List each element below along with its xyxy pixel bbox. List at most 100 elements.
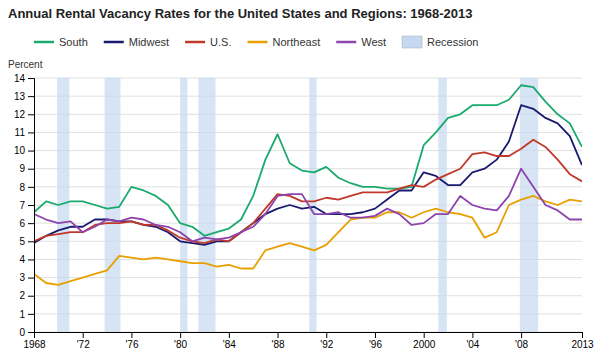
x-tick: 2000 [413,332,436,350]
y-tick: 1 [19,309,34,320]
plot: 1968'72'76'80'84'88'92'962000'04'0820130… [14,73,594,350]
x-tick-label: '92 [320,339,333,350]
y-tick: 5 [19,236,34,247]
y-tick: 10 [14,145,34,156]
legend-label: Northeast [273,36,321,48]
y-tick-mark [28,96,34,97]
legend-swatch [34,41,54,44]
y-tick-mark [28,151,34,152]
y-tick-mark [28,278,34,279]
x-tick-label: 2013 [571,339,594,350]
series-line [34,169,582,242]
y-axis: 01234567891011121314 [14,73,35,338]
y-tick-label: 10 [14,145,26,156]
y-tick-mark [28,332,34,333]
x-tick-label: '08 [515,339,528,350]
y-tick: 12 [14,109,34,120]
x-tick: '84 [223,332,236,350]
y-tick-mark [28,205,34,206]
y-tick-mark [28,169,34,170]
legend-swatch [248,41,268,44]
x-tick-label: '80 [174,339,187,350]
y-tick-mark [28,296,34,297]
legend-item: Recession [402,36,478,48]
legend-swatch [104,41,124,44]
recession-band [105,78,121,332]
y-tick: 6 [19,218,34,229]
legend-label: West [361,36,386,48]
x-tick: '92 [320,332,333,350]
y-tick-mark [28,114,34,115]
y-tick-label: 3 [19,272,25,283]
x-tick-mark [326,332,327,338]
legend-swatch [402,36,422,48]
x-tick: '04 [466,332,479,350]
chart: Annual Rental Vacancy Rates for the Unit… [0,0,600,360]
y-tick-label: 8 [19,182,25,193]
legend-item: Northeast [248,36,321,48]
x-tick-mark [582,332,583,338]
x-tick-mark [278,332,279,338]
x-tick-label: '72 [77,339,90,350]
legend: SouthMidwestU.S.NortheastWestRecession [34,36,478,48]
data [34,78,582,332]
recession-band [198,78,215,332]
x-tick-label: 1968 [23,339,46,350]
legend-swatch [185,41,205,44]
x-tick-mark [424,332,425,338]
x-tick-label: '04 [466,339,479,350]
x-tick: '88 [272,332,285,350]
y-tick: 3 [19,272,34,283]
legend-item: U.S. [185,36,231,48]
y-tick-label: 1 [19,309,25,320]
x-tick: '96 [369,332,382,350]
y-tick-mark [28,314,34,315]
x-axis-line [35,333,583,339]
y-tick: 9 [19,163,34,174]
x-tick: '80 [174,332,187,350]
y-tick-label: 2 [19,290,25,301]
y-tick-mark [28,259,34,260]
legend-label: South [59,36,88,48]
y-tick-mark [28,132,34,133]
y-tick: 14 [14,73,34,84]
legend-label: Recession [427,36,478,48]
x-tick-label: '76 [125,339,138,350]
x-tick-mark [131,332,132,338]
y-axis-line [28,79,35,333]
legend-swatch [336,41,356,44]
recession-band [438,78,447,332]
y-tick-label: 5 [19,236,25,247]
y-tick: 11 [15,127,34,138]
x-tick-mark [180,332,181,338]
y-tick-label: 4 [19,254,25,265]
recession-band [180,78,187,332]
y-tick-label: 0 [19,327,25,338]
y-tick-mark [28,78,34,79]
y-tick-label: 6 [19,218,25,229]
x-tick: '72 [77,332,90,350]
x-tick-label: '88 [272,339,285,350]
x-tick: '08 [515,332,528,350]
y-tick-label: 13 [14,91,26,102]
y-tick: 7 [19,200,34,211]
y-tick: 8 [19,182,34,193]
legend-label: U.S. [210,36,231,48]
recession-band [520,78,538,332]
x-tick: 1968 [23,332,46,350]
x-tick-mark [472,332,473,338]
y-tick-label: 12 [14,109,26,120]
x-tick-label: 2000 [413,339,436,350]
y-tick-label: 7 [19,200,25,211]
y-tick: 0 [19,327,34,338]
y-tick-mark [28,241,34,242]
x-tick-mark [521,332,522,338]
y-tick: 2 [19,290,34,301]
x-tick-mark [229,332,230,338]
recession-band [309,78,316,332]
x-tick-mark [83,332,84,338]
y-tick-label: 11 [15,127,26,138]
x-tick-mark [375,332,376,338]
y-tick-mark [28,223,34,224]
x-tick: '76 [125,332,138,350]
